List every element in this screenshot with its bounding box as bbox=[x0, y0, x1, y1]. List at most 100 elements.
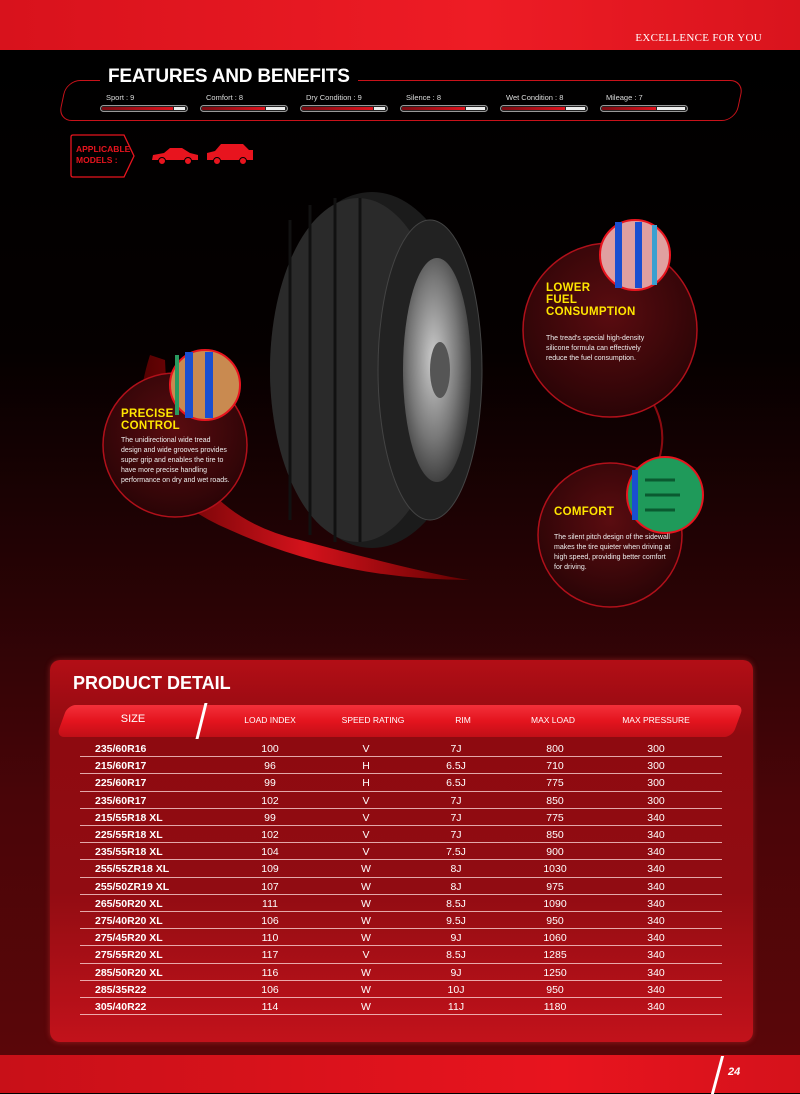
feature-bar bbox=[300, 105, 388, 112]
feature-fill bbox=[302, 107, 374, 110]
table-cell: 300 bbox=[647, 760, 665, 773]
table-cell: V bbox=[362, 846, 370, 859]
feature-rating: Silence : 8 bbox=[400, 93, 488, 112]
table-cell: 106 bbox=[261, 983, 279, 996]
table-cell: 9J bbox=[450, 932, 462, 945]
red-swoosh bbox=[140, 355, 470, 580]
table-cell: 340 bbox=[647, 966, 665, 979]
table-row: 265/50R20 XL 111 W 8.5J 1090 340 bbox=[80, 895, 722, 912]
table-cell: W bbox=[361, 1001, 371, 1013]
feature-label: Sport : 9 bbox=[106, 93, 135, 102]
feature-bar bbox=[600, 105, 688, 112]
table-row: 215/55R18 XL 99 V 7J 775 340 bbox=[80, 809, 722, 826]
column-header-rim: RIM bbox=[455, 715, 471, 725]
table-cell: 106 bbox=[261, 915, 279, 927]
feature-rating: Wet Condition : 8 bbox=[500, 93, 588, 112]
tire-image bbox=[270, 192, 483, 548]
table-cell: 1250 bbox=[543, 966, 567, 979]
table-cell: W bbox=[361, 932, 371, 945]
table-cell: 225/55R18 XL bbox=[95, 829, 163, 841]
table-cell: W bbox=[361, 915, 371, 927]
feature-remaining bbox=[565, 107, 585, 110]
table-cell: 8J bbox=[450, 863, 462, 876]
table-cell: 340 bbox=[647, 932, 665, 945]
precise-control-text: The unidirectional wide tread design and… bbox=[121, 437, 230, 484]
features-title: FEATURES AND BENEFITS bbox=[100, 66, 358, 88]
table-cell: 1060 bbox=[543, 932, 567, 945]
feature-bar bbox=[100, 105, 188, 112]
fuel-text: The tread's special high-density silicon… bbox=[546, 335, 645, 362]
feature-fill bbox=[602, 107, 657, 110]
table-row: 235/60R17 102 V 7J 850 300 bbox=[80, 792, 722, 809]
table-cell: 7.5J bbox=[446, 846, 466, 859]
table-cell: 225/60R17 bbox=[95, 777, 147, 790]
table-cell: 305/40R22 bbox=[95, 1001, 147, 1013]
table-cell: 1090 bbox=[543, 897, 567, 910]
table-row: 305/40R22 114 W 11J 1180 340 bbox=[80, 998, 722, 1016]
table-cell: 340 bbox=[647, 811, 665, 824]
table-cell: 900 bbox=[546, 846, 564, 859]
table-cell: V bbox=[362, 794, 370, 807]
feature-rating: Mileage : 7 bbox=[600, 93, 688, 112]
feature-remaining bbox=[265, 107, 285, 110]
table-row: 275/45R20 XL 110 W 9J 1060 340 bbox=[80, 929, 722, 947]
table-cell: 109 bbox=[261, 863, 279, 876]
table-cell: 850 bbox=[546, 794, 564, 807]
table-cell: 275/45R20 XL bbox=[95, 932, 163, 945]
feature-fill bbox=[402, 107, 465, 110]
label-line: MODELS : bbox=[76, 155, 118, 165]
table-cell: 710 bbox=[546, 760, 564, 773]
table-cell: 7J bbox=[450, 811, 462, 824]
table-cell: V bbox=[362, 743, 370, 755]
comfort-title: COMFORT bbox=[554, 506, 615, 518]
feature-fill bbox=[102, 107, 174, 110]
table-cell: 340 bbox=[647, 949, 665, 962]
table-row: 235/55R18 XL 104 V 7.5J 900 340 bbox=[80, 843, 722, 861]
tread-thumbnail-fuel bbox=[599, 219, 671, 291]
feature-remaining bbox=[374, 107, 385, 110]
hatchback-icon bbox=[207, 144, 253, 165]
title-line: CONTROL bbox=[121, 420, 180, 432]
table-cell: V bbox=[362, 949, 370, 962]
feature-rating: Sport : 9 bbox=[100, 93, 188, 112]
table-cell: 104 bbox=[261, 846, 279, 859]
feature-fill bbox=[502, 107, 565, 110]
table-cell: 340 bbox=[647, 863, 665, 876]
table-cell: 300 bbox=[647, 743, 665, 755]
table-cell: 340 bbox=[647, 983, 665, 996]
table-cell: 99 bbox=[264, 811, 276, 824]
table-cell: 300 bbox=[647, 777, 665, 790]
table-cell: 235/60R17 bbox=[95, 794, 147, 807]
table-cell: V bbox=[362, 829, 370, 841]
table-cell: V bbox=[362, 811, 370, 824]
table-cell: 340 bbox=[647, 846, 665, 859]
page-number: 24 bbox=[728, 1066, 741, 1078]
table-cell: W bbox=[361, 880, 371, 893]
table-cell: 117 bbox=[261, 949, 279, 962]
table-cell: 950 bbox=[546, 915, 564, 927]
table-row: 235/60R16 100 V 7J 800 300 bbox=[80, 740, 722, 758]
table-cell: 114 bbox=[261, 1001, 279, 1013]
table-row: 225/55R18 XL 102 V 7J 850 340 bbox=[80, 826, 722, 844]
column-header-speed-rating: SPEED RATING bbox=[341, 715, 405, 725]
table-row: 275/40R20 XL 106 W 9.5J 950 340 bbox=[80, 912, 722, 930]
feature-bar bbox=[500, 105, 588, 112]
applicable-models-label: APPLICABLE MODELS : bbox=[76, 144, 130, 166]
table-cell: 775 bbox=[546, 777, 564, 790]
table-cell: 7J bbox=[450, 743, 462, 755]
table-cell: 950 bbox=[546, 983, 564, 996]
fuel-title: LOWER FUEL CONSUMPTION bbox=[546, 282, 636, 318]
table-cell: 215/60R17 bbox=[95, 760, 147, 773]
table-cell: 6.5J bbox=[446, 777, 466, 790]
table-cell: W bbox=[361, 966, 371, 979]
table-cell: 9J bbox=[450, 966, 462, 979]
chevron-frame-icon bbox=[70, 134, 135, 178]
tagline: EXCELLENCE FOR YOU bbox=[635, 32, 762, 44]
column-header-load-index: LOAD INDEX bbox=[244, 715, 296, 725]
feature-bar bbox=[200, 105, 288, 112]
table-cell: 340 bbox=[647, 915, 665, 927]
label-line: APPLICABLE bbox=[76, 144, 131, 154]
table-cell: 775 bbox=[546, 811, 564, 824]
feature-label: Dry Condition : 9 bbox=[306, 93, 362, 102]
table-cell: 255/55ZR18 XL bbox=[95, 863, 170, 876]
